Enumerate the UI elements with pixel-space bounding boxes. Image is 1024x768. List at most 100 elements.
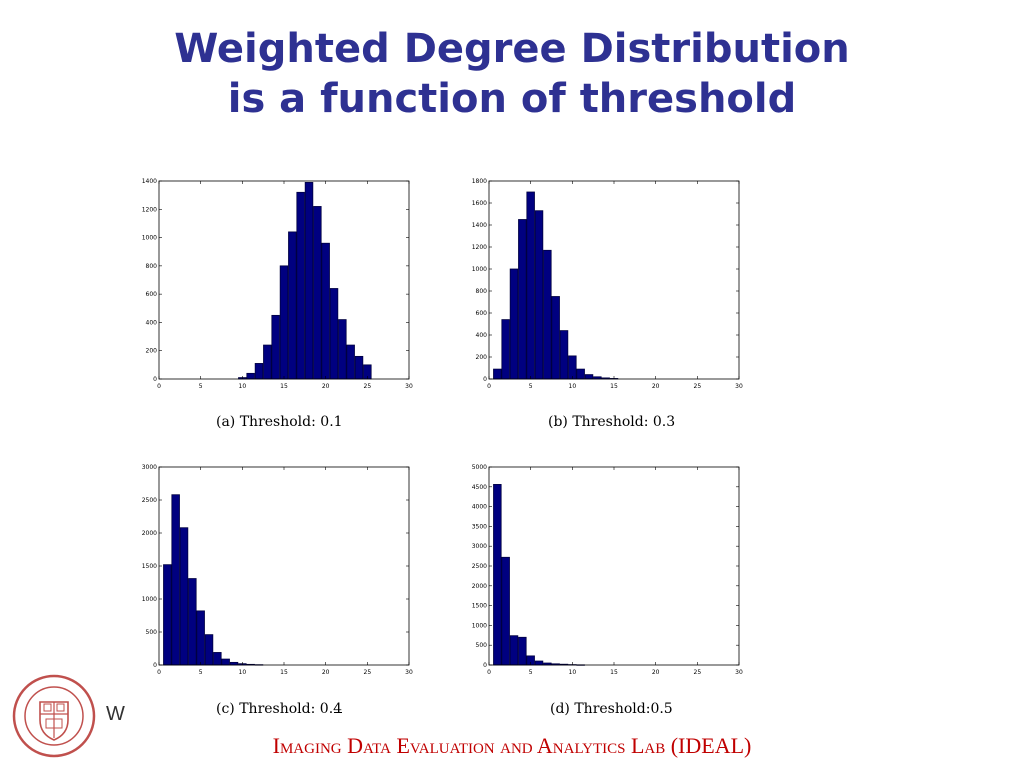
bar	[518, 219, 527, 380]
bar	[338, 319, 347, 380]
bar	[254, 363, 264, 380]
x-tick-label: 25	[694, 383, 702, 390]
y-tick-label: 800	[146, 263, 158, 270]
x-tick-label: 30	[405, 383, 413, 390]
y-tick-label: 3000	[142, 464, 157, 471]
histogram-threshold-0-1: 0 5 10 15 20 25 30 0 200 400 600 800 1000 1200 1400	[142, 176, 415, 396]
bar	[509, 268, 519, 380]
y-tick-label: 0	[153, 662, 157, 669]
x-tick-label: 20	[652, 669, 660, 676]
x-tick-label: 10	[239, 669, 247, 676]
x-tick-label: 0	[157, 383, 161, 390]
bar	[568, 355, 577, 380]
bar	[526, 191, 535, 380]
x-tick-label: 15	[610, 383, 618, 390]
x-tick-label: 0	[487, 669, 491, 676]
bar	[509, 635, 519, 666]
y-tick-label: 500	[476, 642, 488, 649]
y-tick-label: 1400	[142, 178, 157, 185]
x-tick-label: 20	[652, 383, 660, 390]
y-tick-label: 1000	[142, 596, 157, 603]
bar	[534, 660, 544, 666]
bar	[346, 344, 355, 380]
y-tick-label: 600	[146, 291, 158, 298]
y-tick-label: 1000	[472, 266, 487, 273]
x-tick-label: 0	[487, 383, 491, 390]
bar	[518, 636, 527, 666]
bar	[329, 288, 339, 380]
y-tick-label: 1200	[472, 244, 487, 251]
histogram-threshold-0-4: 0 5 10 15 20 25 30 0 500 1000 1500 2000 2500 3000	[142, 462, 415, 682]
footer-lab-name: Imaging Data Evaluation and Analytics La…	[272, 733, 752, 758]
x-tick-label: 10	[569, 383, 577, 390]
bar	[584, 374, 594, 380]
bar	[576, 368, 585, 380]
y-tick-label: 0	[153, 376, 157, 383]
y-tick-label: 1000	[142, 235, 157, 242]
bar	[246, 372, 255, 380]
y-tick-label: 3500	[472, 523, 487, 530]
bar	[543, 249, 552, 380]
bar	[321, 242, 330, 380]
bar	[493, 368, 502, 380]
x-tick-label: 30	[405, 669, 413, 676]
x-tick-label: 5	[199, 383, 203, 390]
x-tick-label: 15	[610, 669, 618, 676]
x-tick-label: 15	[280, 669, 288, 676]
caption-threshold-0-5: (d) Threshold:0.5	[550, 701, 673, 717]
y-tick-label: 400	[146, 319, 158, 326]
bar	[551, 296, 560, 380]
bar	[559, 330, 569, 380]
bar	[271, 314, 280, 380]
x-tick-label: 25	[364, 383, 372, 390]
x-tick-label: 20	[322, 669, 330, 676]
bar	[304, 182, 314, 380]
y-tick-label: 1000	[472, 622, 487, 629]
y-tick-label: 1500	[472, 603, 487, 610]
bar	[221, 658, 230, 666]
y-tick-label: 4000	[472, 504, 487, 511]
x-tick-label: 25	[364, 669, 372, 676]
y-tick-label: 2500	[472, 563, 487, 570]
y-tick-label: 2000	[472, 583, 487, 590]
histogram-threshold-0-5: 0 5 10 15 20 25 30 0 500 1000 1500 2000 2500 3000 3500…	[472, 462, 745, 682]
x-tick-label: 5	[529, 669, 533, 676]
bar	[279, 265, 289, 380]
bar	[354, 355, 364, 380]
x-tick-label: 25	[694, 669, 702, 676]
x-tick-label: 15	[280, 383, 288, 390]
y-tick-label: 1800	[472, 178, 487, 185]
y-tick-label: 400	[476, 332, 488, 339]
y-tick-label: 2500	[142, 497, 157, 504]
bar	[534, 210, 544, 380]
y-tick-label: 200	[476, 354, 488, 361]
y-tick-label: 1500	[142, 563, 157, 570]
y-tick-label: 200	[146, 348, 158, 355]
bar	[171, 494, 180, 666]
title-line-2: is a function of threshold	[227, 76, 797, 122]
bar	[213, 652, 222, 666]
bar	[188, 578, 197, 666]
bar	[196, 610, 205, 666]
stray-dash	[334, 712, 342, 713]
y-tick-label: 1600	[472, 200, 487, 207]
x-tick-label: 30	[735, 669, 743, 676]
caption-threshold-0-4: (c) Threshold: 0.4	[216, 701, 343, 717]
y-tick-label: 0	[483, 376, 487, 383]
y-tick-label: 2000	[142, 530, 157, 537]
y-tick-label: 5000	[472, 464, 487, 471]
caption-threshold-0-1: (a) Threshold: 0.1	[216, 414, 343, 430]
x-tick-label: 20	[322, 383, 330, 390]
x-tick-label: 10	[569, 669, 577, 676]
university-seal-icon	[12, 674, 96, 763]
plot-frame	[488, 466, 740, 666]
bar	[501, 319, 510, 380]
y-tick-label: 4500	[472, 484, 487, 491]
bar	[263, 344, 272, 380]
x-tick-label: 5	[529, 383, 533, 390]
y-tick-label: 600	[476, 310, 488, 317]
bar	[493, 484, 502, 666]
bar	[204, 634, 214, 666]
x-tick-label: 10	[239, 383, 247, 390]
bar	[179, 527, 189, 666]
